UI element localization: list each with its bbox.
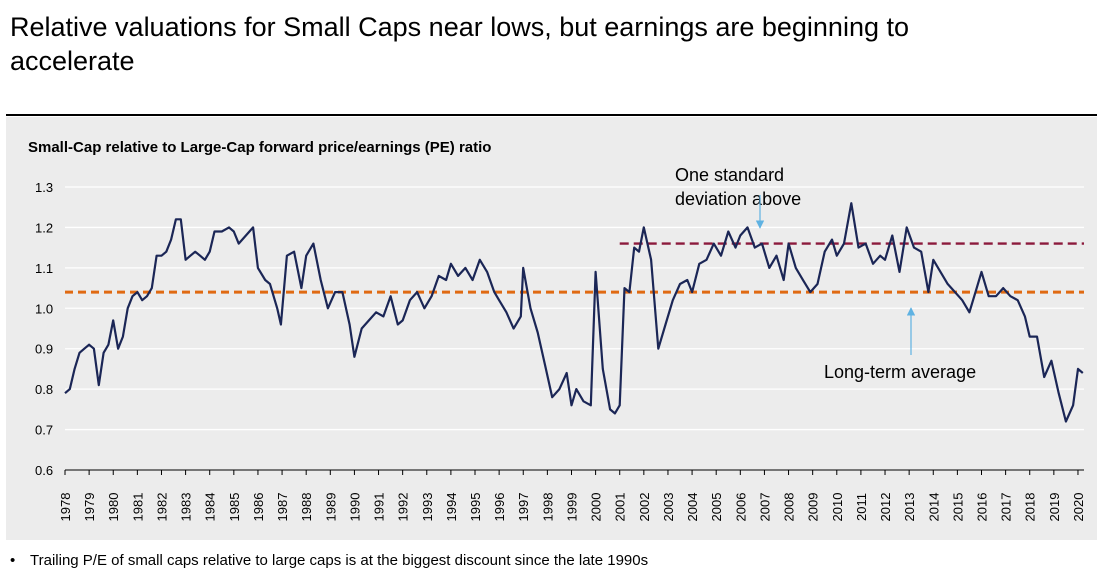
x-tick-label-2015: 2015: [950, 493, 965, 522]
y-tick-label-0.9: 0.9: [35, 342, 53, 357]
x-tick-label-1985: 1985: [227, 493, 242, 522]
series-line-small-vs-large-pe: [64, 202, 1084, 423]
y-tick-label-1.0: 1.0: [35, 301, 53, 316]
x-tick-label-1988: 1988: [299, 493, 314, 522]
x-tick-label-2011: 2011: [854, 493, 869, 521]
chart-panel: Small-Cap relative to Large-Cap forward …: [6, 117, 1097, 540]
footnote-bullet: •: [10, 552, 16, 569]
x-tick-label-1979: 1979: [82, 493, 97, 522]
x-tick-label-2000: 2000: [589, 493, 604, 522]
y-tick-label-0.6: 0.6: [35, 463, 53, 478]
x-tick-label-2013: 2013: [902, 493, 917, 522]
x-tick-label-2006: 2006: [733, 493, 748, 522]
annotations: One standard deviation above Long-term a…: [675, 165, 976, 382]
x-tick-label-1980: 1980: [106, 493, 121, 522]
title-divider: [6, 114, 1097, 116]
slide-title: Relative valuations for Small Caps near …: [10, 10, 1090, 78]
x-tick-label-1981: 1981: [130, 493, 145, 522]
x-tick-label-2004: 2004: [685, 493, 700, 522]
y-tick-label-1.1: 1.1: [35, 261, 53, 276]
x-tick-label-1990: 1990: [347, 493, 362, 522]
x-tick-label-2012: 2012: [878, 493, 893, 522]
x-tick-label-2017: 2017: [999, 493, 1014, 522]
x-tick-label-1993: 1993: [420, 493, 435, 522]
x-tick-label-1983: 1983: [179, 493, 194, 522]
x-tick-label-2002: 2002: [637, 493, 652, 522]
x-tick-label-2014: 2014: [926, 493, 941, 522]
y-tick-label-0.8: 0.8: [35, 382, 53, 397]
y-tick-label-0.7: 0.7: [35, 423, 53, 438]
x-tick-label-2003: 2003: [661, 493, 676, 522]
x-tick-label-2020: 2020: [1071, 493, 1086, 522]
y-tick-label-1.2: 1.2: [35, 220, 53, 235]
x-tick-label-2008: 2008: [782, 493, 797, 522]
x-tick-label-2001: 2001: [613, 493, 628, 522]
x-tick-label-2009: 2009: [806, 493, 821, 522]
x-tick-label-1997: 1997: [516, 493, 531, 522]
x-tick-label-1998: 1998: [540, 493, 555, 522]
x-tick-label-1982: 1982: [154, 493, 169, 522]
x-tick-label-1992: 1992: [396, 493, 411, 522]
x-tick-label-1986: 1986: [251, 493, 266, 522]
x-tick-label-2018: 2018: [1023, 493, 1038, 522]
pe-ratio-chart: Small-Cap relative to Large-Cap forward …: [28, 139, 1086, 521]
annotation-average-label: Long-term average: [824, 362, 976, 382]
x-tick-label-1987: 1987: [275, 493, 290, 522]
x-tick-label-2010: 2010: [830, 493, 845, 522]
footnote: • Trailing P/E of small caps relative to …: [10, 552, 648, 570]
x-tick-label-2019: 2019: [1047, 493, 1062, 522]
reference-lines: [65, 242, 1084, 294]
y-tick-label-1.3: 1.3: [35, 180, 53, 195]
x-tick-label-1991: 1991: [372, 493, 387, 522]
x-tick-label-1984: 1984: [203, 493, 218, 522]
slide-title-line-1: Relative valuations for Small Caps near …: [10, 12, 910, 42]
annotation-std-line2: deviation above: [675, 189, 801, 209]
x-tick-label-2005: 2005: [709, 493, 724, 522]
axes: 0.6 0.7 0.8 0.9 1.0 1.1 1.2 1.3 1978 1979 1980 1981…: [35, 180, 1086, 521]
x-tick-label-1978: 1978: [58, 493, 73, 522]
slide-title-line-2: accelerate: [10, 46, 135, 76]
gridlines: [65, 186, 1084, 431]
x-tick-label-1996: 1996: [492, 493, 507, 522]
annotation-std-line1: One standard: [675, 165, 784, 185]
chart-title: Small-Cap relative to Large-Cap forward …: [28, 139, 491, 156]
x-tick-label-2016: 2016: [974, 493, 989, 522]
footnote-text: Trailing P/E of small caps relative to l…: [30, 552, 649, 569]
x-tick-label-1999: 1999: [564, 493, 579, 522]
x-tick-label-1995: 1995: [468, 493, 483, 522]
x-tick-label-1994: 1994: [444, 493, 459, 522]
x-tick-label-2007: 2007: [757, 493, 772, 522]
x-tick-label-1989: 1989: [323, 493, 338, 522]
